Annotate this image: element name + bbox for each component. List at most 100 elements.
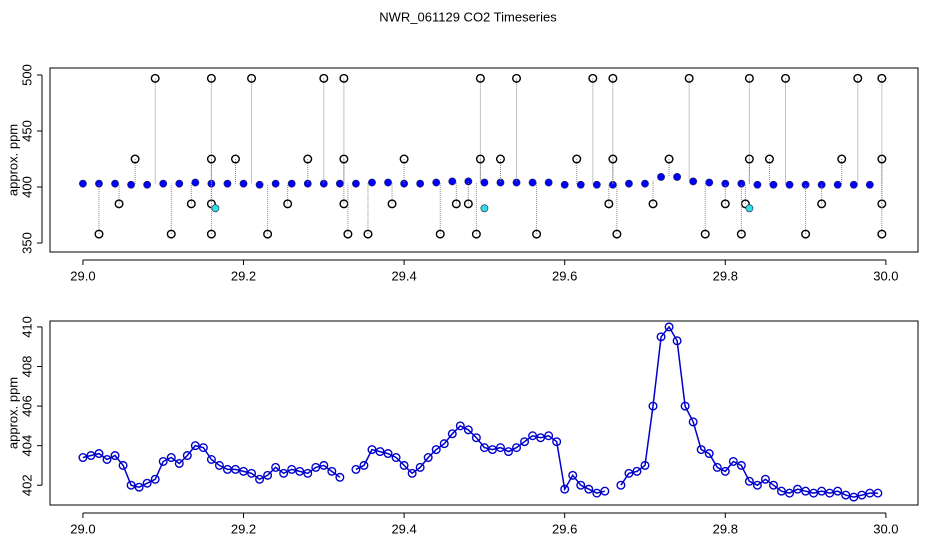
data-point bbox=[528, 178, 537, 187]
data-point bbox=[600, 486, 610, 496]
data-point bbox=[760, 474, 770, 484]
data-point bbox=[287, 464, 297, 474]
series-line bbox=[82, 325, 878, 498]
data-point bbox=[435, 229, 445, 239]
data-point bbox=[528, 431, 538, 441]
data-point bbox=[817, 180, 826, 189]
data-point bbox=[94, 229, 104, 239]
data-point bbox=[487, 445, 497, 455]
data-point bbox=[712, 462, 722, 472]
data-point bbox=[95, 179, 103, 188]
data-point bbox=[214, 460, 224, 470]
data-point bbox=[327, 466, 337, 476]
data-point bbox=[303, 154, 313, 164]
data-point bbox=[455, 421, 465, 431]
data-point bbox=[625, 179, 633, 188]
x-tick-label: 30.0 bbox=[873, 521, 898, 536]
data-point bbox=[745, 204, 754, 213]
data-point bbox=[576, 180, 585, 189]
data-point bbox=[664, 154, 674, 164]
data-point bbox=[158, 456, 168, 466]
data-point bbox=[150, 474, 160, 484]
data-point bbox=[363, 229, 373, 239]
data-point bbox=[877, 154, 887, 164]
data-point bbox=[503, 447, 513, 457]
data-point bbox=[849, 492, 859, 502]
data-point bbox=[728, 456, 738, 466]
data-point bbox=[479, 443, 489, 453]
data-point bbox=[143, 180, 152, 189]
data-point bbox=[175, 179, 184, 188]
data-point bbox=[368, 178, 376, 187]
data-point bbox=[432, 178, 441, 187]
data-point bbox=[768, 480, 778, 490]
data-point bbox=[480, 178, 489, 187]
data-point bbox=[127, 180, 135, 189]
data-point bbox=[463, 199, 473, 209]
data-point bbox=[612, 229, 622, 239]
data-point bbox=[744, 73, 754, 83]
data-point bbox=[448, 177, 457, 186]
data-point bbox=[159, 179, 168, 188]
data-point bbox=[817, 486, 827, 496]
data-point bbox=[351, 464, 361, 474]
data-point bbox=[736, 460, 746, 470]
data-point bbox=[94, 449, 104, 459]
data-point bbox=[339, 73, 349, 83]
data-point bbox=[769, 180, 778, 189]
data-point bbox=[736, 229, 746, 239]
data-point bbox=[263, 470, 273, 480]
data-point bbox=[849, 180, 858, 189]
data-point bbox=[475, 73, 485, 83]
data-point bbox=[391, 453, 401, 463]
plot-frame bbox=[49, 320, 919, 506]
data-point bbox=[206, 154, 216, 164]
data-point bbox=[182, 451, 192, 461]
data-point bbox=[206, 229, 216, 239]
data-point bbox=[776, 486, 786, 496]
y-tick-label: 450 bbox=[19, 120, 34, 142]
data-point bbox=[801, 486, 811, 496]
data-point bbox=[423, 453, 433, 463]
data-point bbox=[255, 474, 265, 484]
data-point bbox=[700, 229, 710, 239]
x-tick-label: 29.6 bbox=[552, 521, 577, 536]
data-point bbox=[801, 229, 811, 239]
plot-frame bbox=[49, 67, 919, 253]
data-point bbox=[837, 154, 847, 164]
data-point bbox=[186, 199, 196, 209]
data-point bbox=[781, 73, 791, 83]
data-point bbox=[684, 73, 694, 83]
data-point bbox=[744, 476, 754, 486]
data-point bbox=[604, 199, 614, 209]
data-point bbox=[865, 180, 874, 189]
data-point bbox=[343, 229, 353, 239]
data-point bbox=[520, 437, 530, 447]
data-point bbox=[841, 490, 851, 500]
data-point bbox=[335, 179, 344, 188]
data-point bbox=[560, 484, 570, 494]
data-point bbox=[664, 322, 674, 332]
data-point bbox=[673, 173, 682, 181]
data-point bbox=[801, 180, 810, 189]
data-point bbox=[608, 73, 618, 83]
data-point bbox=[853, 73, 863, 83]
data-point bbox=[495, 154, 505, 164]
data-point bbox=[287, 179, 296, 188]
data-point bbox=[471, 433, 481, 443]
data-point bbox=[512, 443, 522, 453]
x-tick-label: 29.8 bbox=[713, 521, 738, 536]
data-point bbox=[588, 73, 598, 83]
data-point bbox=[833, 180, 842, 189]
data-point bbox=[150, 73, 160, 83]
data-point bbox=[206, 73, 216, 83]
x-tick-label: 29.8 bbox=[713, 268, 738, 283]
data-point bbox=[211, 204, 220, 213]
data-point bbox=[536, 433, 546, 443]
data-point bbox=[480, 204, 489, 213]
x-tick-label: 29.2 bbox=[231, 268, 256, 283]
data-point bbox=[471, 229, 481, 239]
data-point bbox=[744, 154, 754, 164]
y-tick-label: 408 bbox=[19, 356, 34, 378]
data-point bbox=[753, 180, 762, 189]
